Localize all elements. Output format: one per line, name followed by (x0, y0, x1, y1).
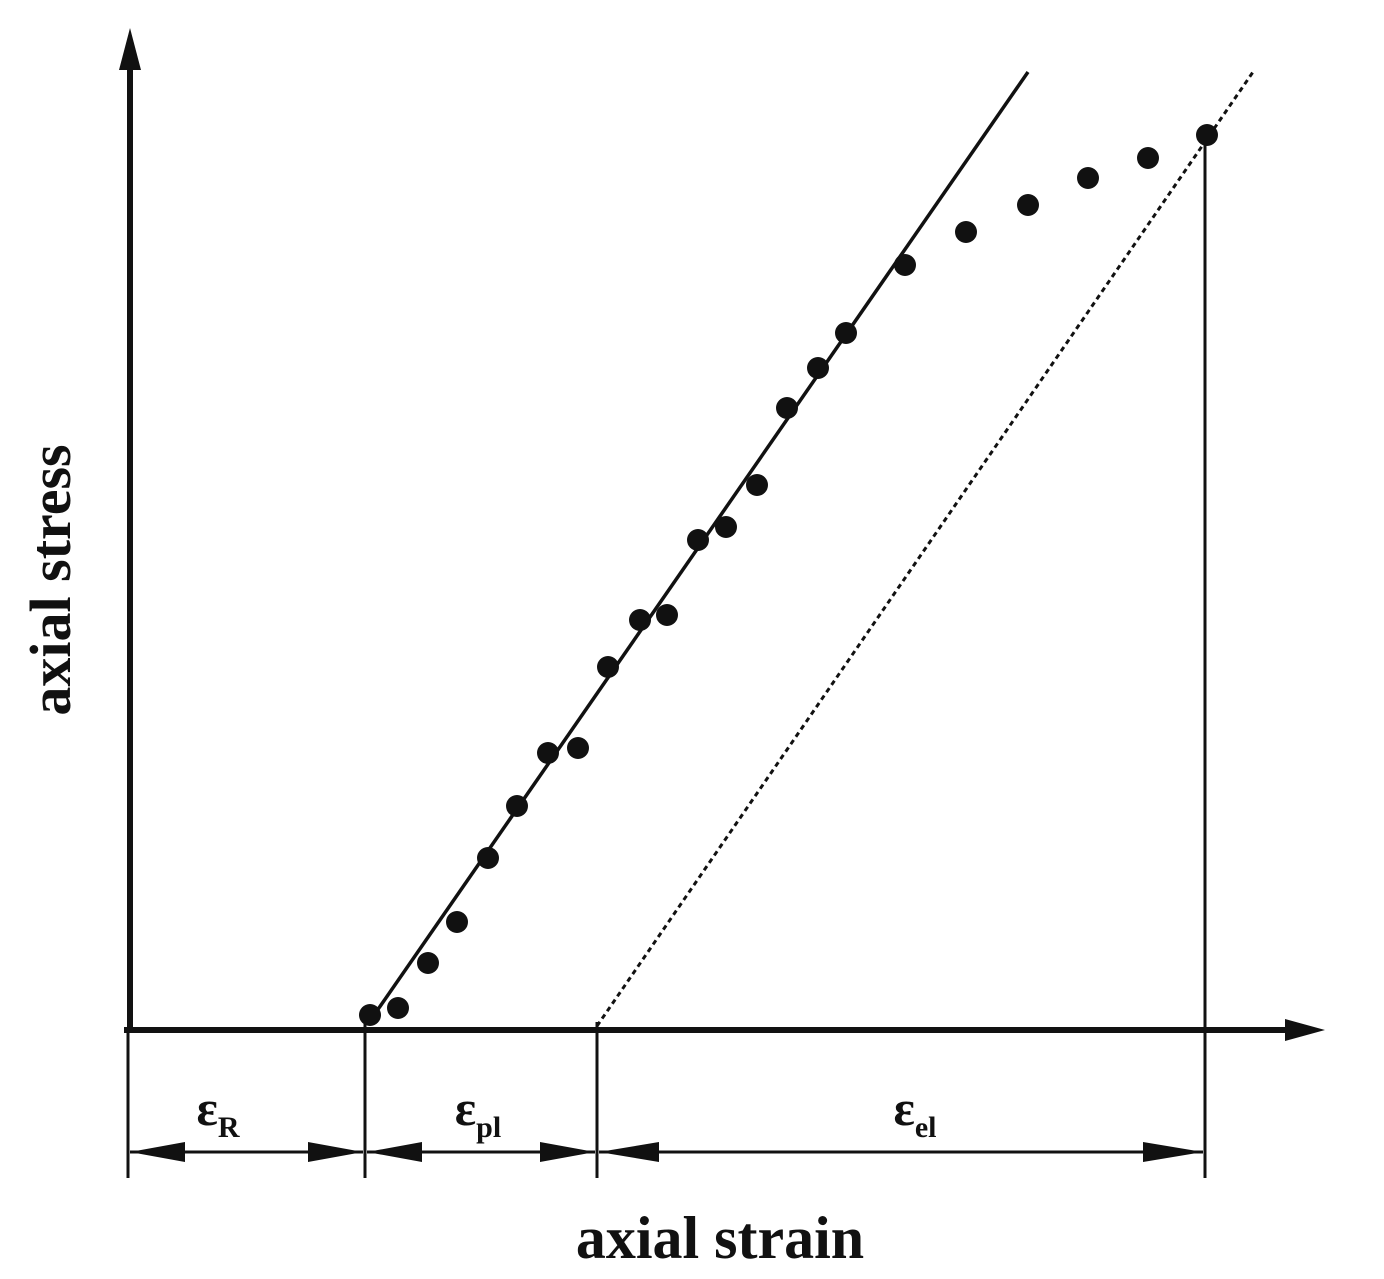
axes (119, 28, 1325, 1041)
measurement-dot (776, 397, 798, 419)
arrowheads (130, 1142, 363, 1162)
dimension-arrows (130, 1142, 1203, 1162)
segment-label: εR (196, 1080, 239, 1144)
segment-label: εel (893, 1080, 936, 1144)
measurement-dot (687, 529, 709, 551)
measurement-dot (477, 847, 499, 869)
subscript: R (218, 1111, 240, 1144)
symbol: ε (196, 1080, 217, 1136)
measurement-dot (1017, 194, 1039, 216)
dividers (126, 135, 1207, 1178)
measurement-dot (597, 656, 619, 678)
symbol: ε (455, 1080, 476, 1136)
measurement-dot (446, 911, 468, 933)
measurement-dot (835, 322, 857, 344)
measurement-dot (506, 795, 528, 817)
measurement-dot (417, 952, 439, 974)
measurement-dot (1137, 147, 1159, 169)
elastic-line (595, 71, 1255, 1027)
measurement-dot (955, 221, 977, 243)
symbol: ε (893, 1080, 914, 1136)
segment-label: εpl (455, 1080, 501, 1144)
x-arrow (1285, 1019, 1325, 1041)
measurement-dot (746, 474, 768, 496)
x-axis-label: axial strain (576, 1205, 864, 1271)
y-axis-label: axial stress (18, 444, 83, 715)
measurement-dot (715, 516, 737, 538)
measurement-dot (359, 1004, 381, 1026)
measurement-dot (807, 357, 829, 379)
measurement-dot (656, 604, 678, 626)
measurements (359, 124, 1218, 1026)
y-arrow (119, 28, 141, 70)
measurement-dot (387, 997, 409, 1019)
subscript: pl (476, 1111, 501, 1144)
measurement-dot (894, 254, 916, 276)
measurement-dot (629, 609, 651, 631)
measurement-dot (1196, 124, 1218, 146)
subscript: el (915, 1111, 937, 1144)
measurement-dot (567, 737, 589, 759)
arrowheads (367, 1142, 595, 1162)
measurement-dot (1077, 167, 1099, 189)
measurement-dot (537, 742, 559, 764)
